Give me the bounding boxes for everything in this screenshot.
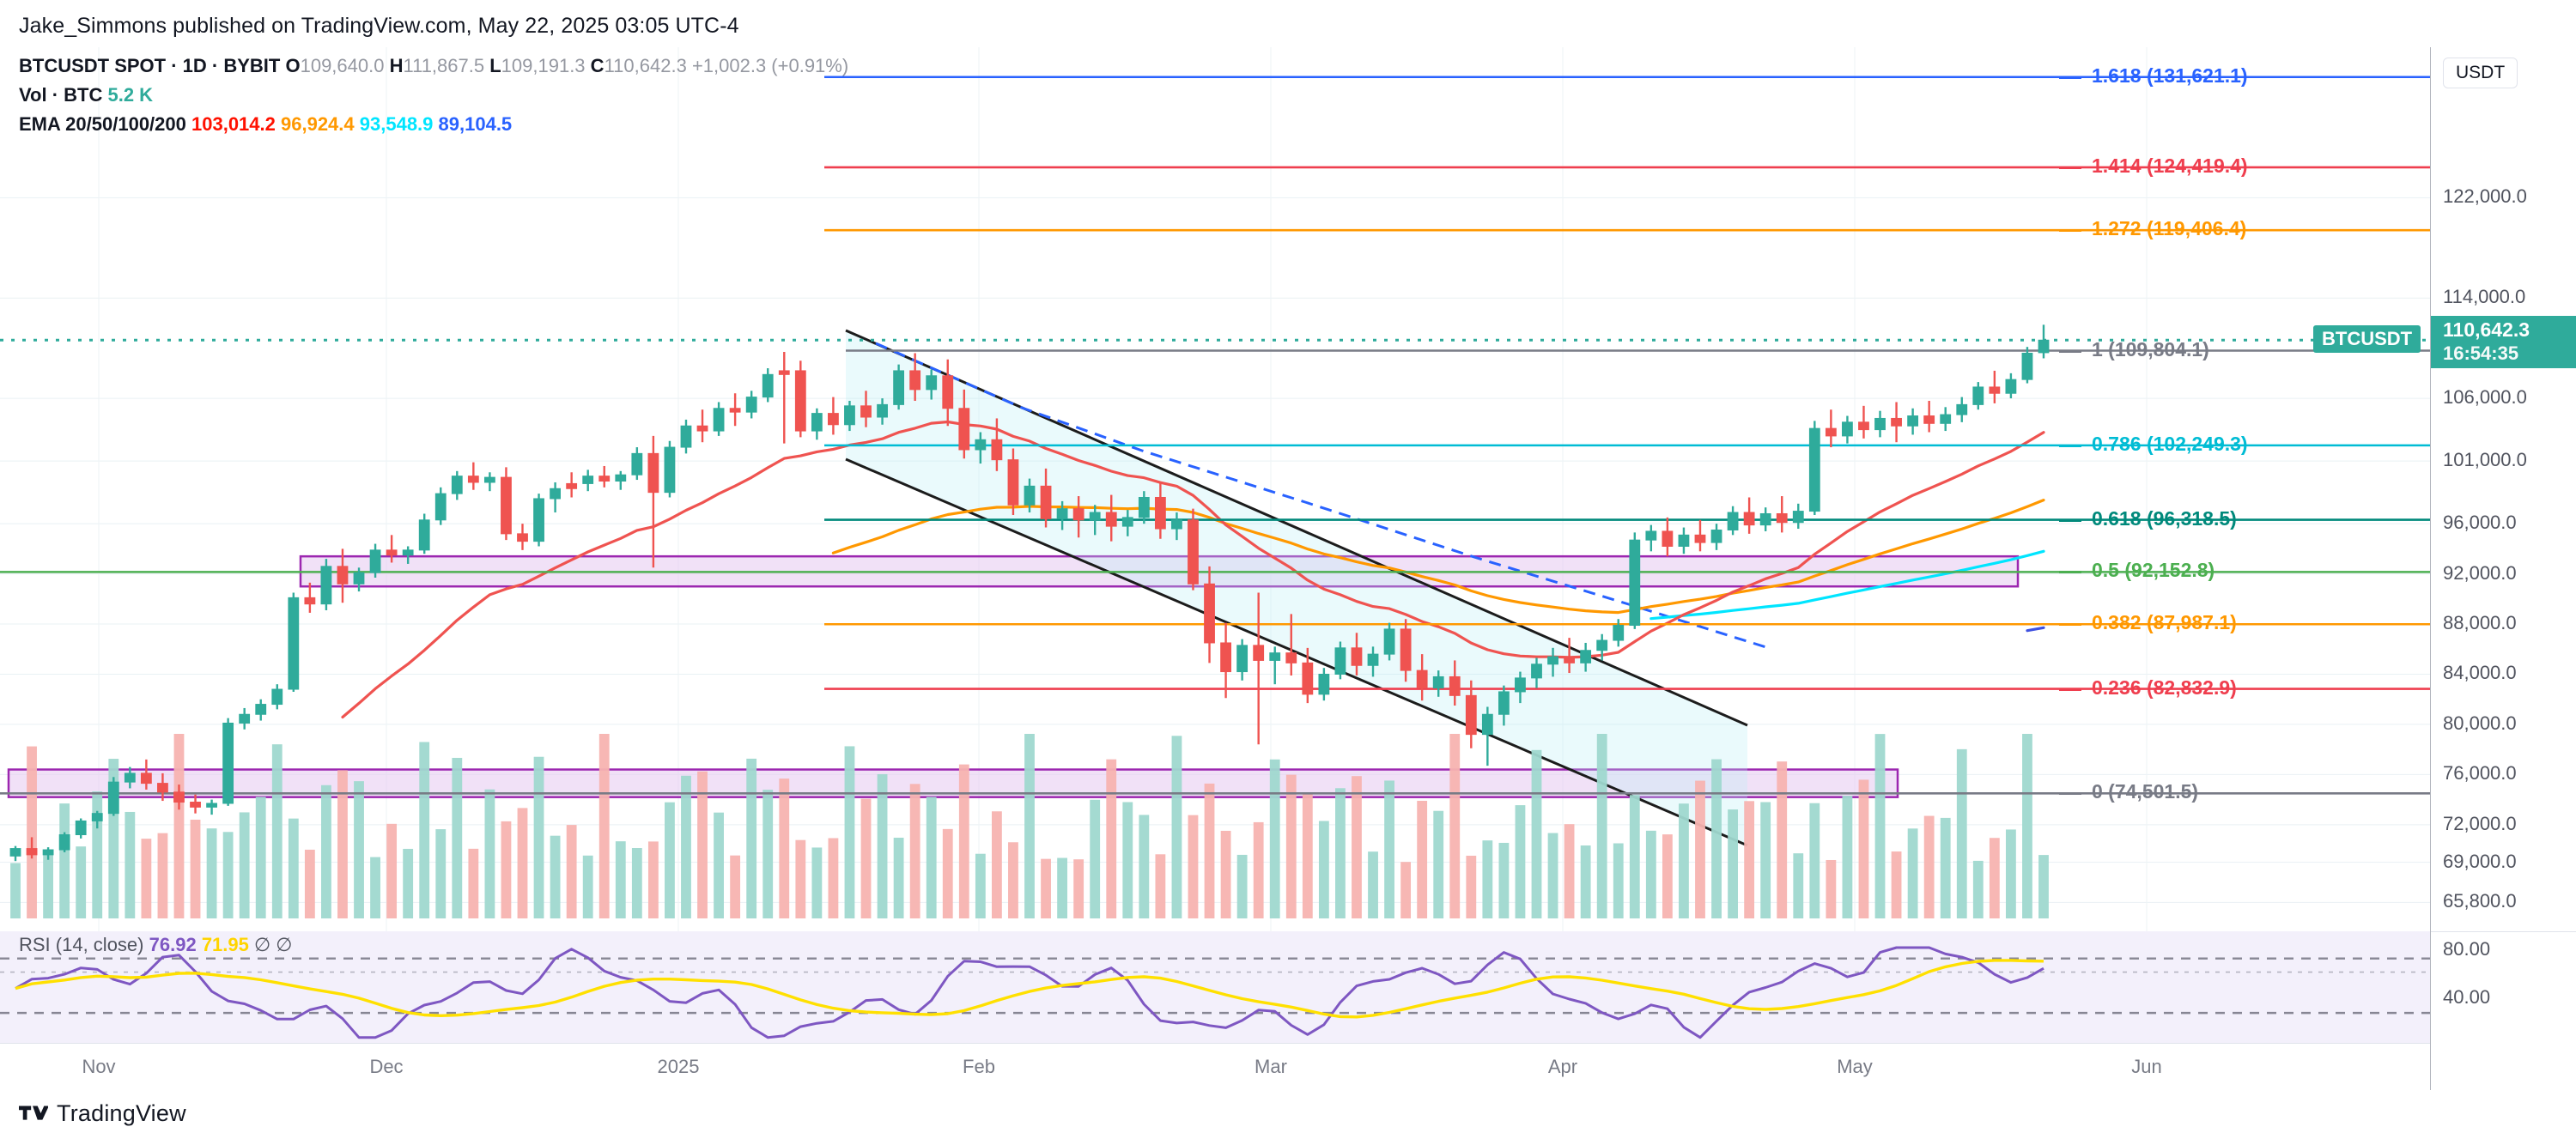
no-data-icon-2: ∅ xyxy=(276,934,293,955)
fib-label-1.272: 1.272 (119,406.4) xyxy=(2092,217,2247,240)
price-tick: 106,000.0 xyxy=(2443,386,2527,409)
rsi-legend[interactable]: RSI (14, close) 76.92 71.95 ∅ ∅ xyxy=(19,934,292,956)
rsi-legend-label: RSI (14, close) xyxy=(19,934,144,955)
current-price-badge[interactable]: 110,642.3 16:54:35 xyxy=(2431,316,2576,369)
fib-label-0.236: 0.236 (82,832.9) xyxy=(2092,676,2237,699)
fib-label-0: 0 (74,501.5) xyxy=(2092,780,2199,803)
fib-dash-1.618 xyxy=(2059,76,2081,79)
fib-dash-1.272 xyxy=(2059,229,2081,233)
price-tick: 80,000.0 xyxy=(2443,712,2517,734)
price-pane[interactable] xyxy=(0,47,2430,931)
price-tick: 96,000.0 xyxy=(2443,512,2517,534)
rsi-tick: 80.00 xyxy=(2443,938,2491,960)
fib-label-0.5: 0.5 (92,152.8) xyxy=(2092,559,2215,582)
fib-dash-0 xyxy=(2059,792,2081,796)
price-tick: 88,000.0 xyxy=(2443,612,2517,634)
axis-separator xyxy=(2431,931,2576,932)
rsi-legend-ma-value: 71.95 xyxy=(201,934,249,955)
price-tick: 114,000.0 xyxy=(2443,286,2526,308)
time-tick: Nov xyxy=(82,1056,116,1077)
current-price-value: 110,642.3 xyxy=(2443,318,2530,342)
fib-dash-1.414 xyxy=(2059,166,2081,169)
footer: TradingView xyxy=(19,1100,186,1127)
fib-dash-0.5 xyxy=(2059,571,2081,574)
fib-label-0.786: 0.786 (102,249.3) xyxy=(2092,432,2248,455)
time-tick: Feb xyxy=(963,1056,995,1077)
bar-countdown: 16:54:35 xyxy=(2443,342,2519,365)
rsi-pane[interactable] xyxy=(0,931,2430,1043)
rsi-tick: 40.00 xyxy=(2443,986,2491,1008)
price-axis[interactable]: USDT 122,000.0 114,000.0 106,000.0 101,000.… xyxy=(2430,47,2576,1090)
time-tick: Apr xyxy=(1547,1056,1578,1077)
price-tick: 72,000.0 xyxy=(2443,812,2517,834)
fib-dash-0.236 xyxy=(2059,688,2081,691)
price-tick: 92,000.0 xyxy=(2443,561,2517,584)
rsi-legend-value: 76.92 xyxy=(149,934,197,955)
price-tick: 65,800.0 xyxy=(2443,890,2517,912)
symbol-price-tag: BTCUSDT xyxy=(2313,325,2421,354)
price-tick: 122,000.0 xyxy=(2443,185,2527,208)
fib-dash-0.786 xyxy=(2059,444,2081,447)
fib-label-0.618: 0.618 (96,318.5) xyxy=(2092,506,2237,530)
time-tick: Jun xyxy=(2131,1056,2162,1077)
price-tick: 69,000.0 xyxy=(2443,850,2517,872)
fib-label-1: 1 (109,804.1) xyxy=(2092,337,2209,360)
tradingview-wordmark: TradingView xyxy=(57,1100,186,1126)
price-tick: 84,000.0 xyxy=(2443,662,2517,684)
time-tick: 2025 xyxy=(657,1056,700,1077)
no-data-icon: ∅ xyxy=(254,934,271,955)
fib-dash-0.618 xyxy=(2059,518,2081,522)
time-tick: Dec xyxy=(369,1056,404,1077)
time-tick: Mar xyxy=(1255,1056,1287,1077)
fib-label-1.414: 1.414 (124,419.4) xyxy=(2092,154,2248,177)
price-tick: 101,000.0 xyxy=(2443,449,2527,471)
fib-dash-1 xyxy=(2059,349,2081,353)
price-tick: 76,000.0 xyxy=(2443,762,2517,785)
fib-label-1.618: 1.618 (131,621.1) xyxy=(2092,64,2248,87)
time-axis[interactable]: Nov Dec 2025 Feb Mar Apr May Jun xyxy=(0,1043,2430,1091)
currency-chip[interactable]: USDT xyxy=(2443,58,2518,88)
tradingview-logo xyxy=(19,1106,48,1120)
time-tick: May xyxy=(1837,1056,1873,1077)
publisher-line: Jake_Simmons published on TradingView.co… xyxy=(19,14,739,38)
fib-dash-0.382 xyxy=(2059,623,2081,627)
fib-label-0.382: 0.382 (87,987.1) xyxy=(2092,611,2237,634)
